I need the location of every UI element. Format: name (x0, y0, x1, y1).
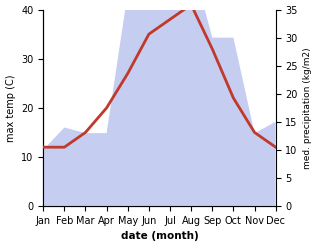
Y-axis label: med. precipitation (kg/m2): med. precipitation (kg/m2) (303, 47, 313, 169)
Y-axis label: max temp (C): max temp (C) (5, 74, 16, 142)
X-axis label: date (month): date (month) (121, 231, 198, 242)
